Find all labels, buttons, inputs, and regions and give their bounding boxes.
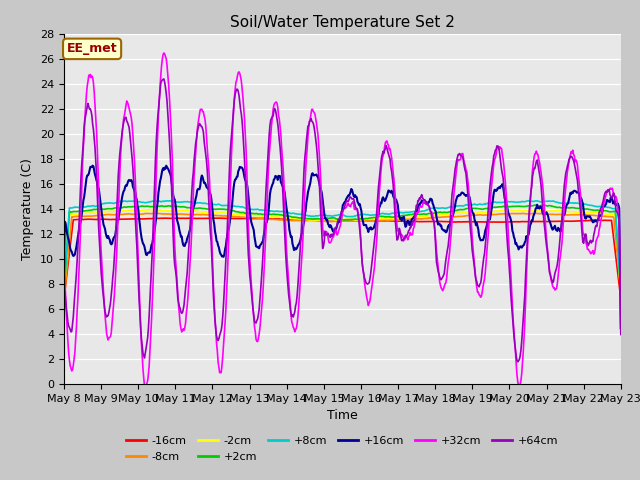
+64cm: [185, 247, 193, 252]
+32cm: [60, 303, 68, 309]
+2cm: [410, 211, 418, 217]
-16cm: [161, 215, 168, 221]
-8cm: [185, 212, 193, 217]
+16cm: [617, 325, 625, 331]
+32cm: [142, 385, 150, 391]
+64cm: [70, 302, 78, 308]
+2cm: [214, 206, 221, 212]
+64cm: [411, 210, 419, 216]
Line: +8cm: +8cm: [64, 201, 621, 291]
+64cm: [160, 76, 168, 82]
-16cm: [60, 296, 68, 301]
+16cm: [428, 196, 435, 202]
+16cm: [411, 214, 419, 220]
+16cm: [128, 179, 136, 185]
Title: Soil/Water Temperature Set 2: Soil/Water Temperature Set 2: [230, 15, 455, 30]
Line: -2cm: -2cm: [64, 209, 621, 294]
-2cm: [214, 210, 222, 216]
-8cm: [428, 215, 435, 221]
-2cm: [617, 291, 625, 297]
-2cm: [60, 291, 68, 297]
+32cm: [215, 365, 223, 371]
-2cm: [70, 212, 78, 217]
+32cm: [428, 209, 436, 215]
+16cm: [70, 252, 78, 258]
-8cm: [60, 298, 68, 304]
-2cm: [146, 206, 154, 212]
+32cm: [70, 356, 78, 362]
-16cm: [428, 218, 435, 224]
+2cm: [60, 289, 68, 295]
Line: +32cm: +32cm: [64, 53, 621, 388]
+64cm: [60, 315, 68, 321]
+16cm: [89, 163, 97, 168]
-16cm: [617, 296, 625, 302]
+32cm: [412, 216, 419, 222]
Text: EE_met: EE_met: [67, 42, 117, 55]
+8cm: [127, 198, 135, 204]
+64cm: [617, 332, 625, 337]
-16cm: [411, 218, 419, 224]
-8cm: [214, 213, 222, 218]
-16cm: [127, 216, 135, 222]
+8cm: [168, 198, 176, 204]
Line: +16cm: +16cm: [64, 166, 621, 328]
-16cm: [185, 216, 193, 221]
+8cm: [411, 209, 419, 215]
X-axis label: Time: Time: [327, 409, 358, 422]
+2cm: [184, 205, 192, 211]
+8cm: [214, 202, 222, 207]
+8cm: [70, 204, 78, 210]
-2cm: [185, 208, 193, 214]
-2cm: [428, 213, 435, 218]
+2cm: [617, 288, 625, 294]
+2cm: [70, 209, 78, 215]
+8cm: [185, 199, 193, 205]
-2cm: [411, 214, 419, 220]
-16cm: [70, 217, 78, 223]
+8cm: [428, 206, 435, 212]
+2cm: [532, 202, 540, 208]
Legend: -16cm, -8cm, -2cm, +2cm, +8cm, +16cm, +32cm, +64cm: -16cm, -8cm, -2cm, +2cm, +8cm, +16cm, +3…: [122, 432, 563, 466]
+32cm: [127, 116, 135, 121]
+64cm: [428, 210, 435, 216]
-8cm: [617, 289, 625, 295]
Line: +2cm: +2cm: [64, 205, 621, 292]
+64cm: [514, 359, 522, 365]
+64cm: [214, 337, 222, 343]
-8cm: [411, 216, 419, 222]
+8cm: [60, 288, 68, 293]
+2cm: [426, 211, 434, 216]
Y-axis label: Temperature (C): Temperature (C): [22, 158, 35, 260]
-2cm: [127, 207, 135, 213]
Line: -16cm: -16cm: [64, 218, 621, 299]
+8cm: [617, 288, 625, 294]
+16cm: [185, 231, 193, 237]
-8cm: [127, 211, 135, 217]
+32cm: [617, 327, 625, 333]
+32cm: [186, 271, 193, 276]
+32cm: [160, 50, 168, 56]
-8cm: [152, 210, 159, 216]
Line: -8cm: -8cm: [64, 213, 621, 301]
+16cm: [214, 242, 222, 248]
-16cm: [214, 216, 222, 221]
+16cm: [60, 273, 68, 279]
-8cm: [70, 214, 78, 219]
Line: +64cm: +64cm: [64, 79, 621, 362]
+64cm: [127, 147, 135, 153]
+2cm: [127, 204, 135, 210]
